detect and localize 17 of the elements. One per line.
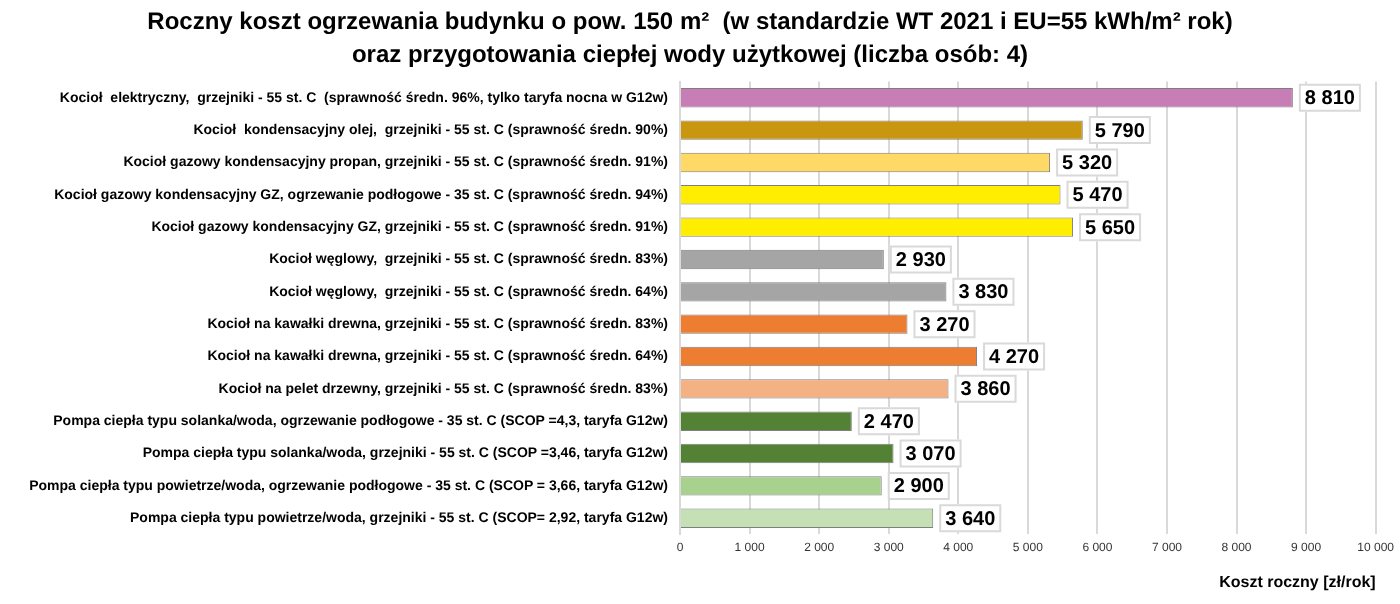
data-label: 3 070 (905, 444, 957, 467)
chart-title: Roczny koszt ogrzewania budynku o pow. 150 m² (w standardzie WT 2021 i EU=55 kWh/m² rok) (147, 7, 1233, 36)
data-label: 4 270 (989, 347, 1040, 370)
data-label: 3 860 (960, 379, 1012, 402)
data-label: 5 470 (1072, 185, 1124, 208)
chart-subtitle: oraz przygotowania ciepłej wody użytkowej (liczba osób: 4) (351, 39, 1029, 68)
data-label: 5 320 (1062, 152, 1114, 175)
data-label: 2 470 (863, 411, 915, 434)
data-label: 3 640 (945, 508, 997, 531)
data-label: 3 270 (919, 314, 971, 337)
x-axis-title: Koszt roczny [zł/rok] (1219, 572, 1377, 591)
data-label: 3 830 (958, 282, 1010, 305)
data-label: 5 650 (1085, 217, 1136, 240)
data-label: 2 930 (895, 249, 947, 272)
data-label: 5 790 (1094, 120, 1146, 143)
data-label: 2 900 (893, 476, 945, 499)
data-label: 8 810 (1304, 88, 1356, 111)
